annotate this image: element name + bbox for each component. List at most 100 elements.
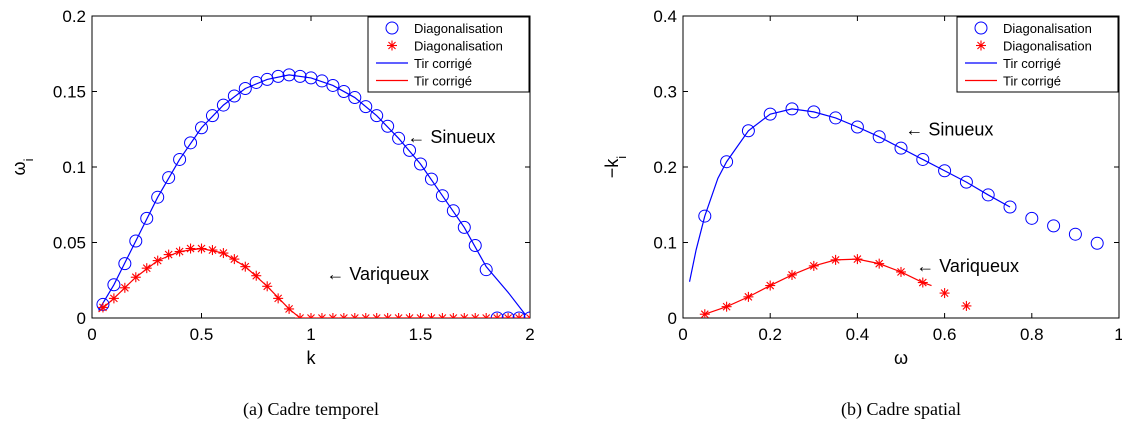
star-marker (492, 313, 503, 318)
y-tick-label: 0.1 (62, 158, 86, 177)
legend-label: Tir corrigé (1003, 56, 1061, 71)
star-marker (437, 313, 448, 318)
star-marker (917, 277, 928, 288)
legend-box (956, 16, 1119, 93)
star-marker (295, 313, 306, 318)
annotation-label: ← Sinueux (905, 119, 993, 139)
y-tick-label: 0.05 (53, 234, 86, 253)
circle-marker (227, 89, 241, 103)
circle-marker (195, 121, 208, 135)
star-marker (130, 272, 141, 283)
circle-marker (381, 119, 395, 133)
circle-marker (173, 152, 187, 166)
star-marker (765, 280, 776, 291)
circle-marker (1003, 200, 1017, 214)
star-marker (896, 266, 906, 277)
circle-marker (894, 141, 908, 155)
x-tick-label: 0.6 (933, 325, 957, 344)
svg-text:−ki: −ki (602, 156, 629, 179)
star-marker (743, 291, 754, 302)
y-tick-label: 0.3 (653, 83, 677, 102)
circle-marker (205, 109, 219, 123)
star-marker (163, 249, 174, 260)
star-marker (699, 309, 710, 318)
star-marker (327, 313, 338, 318)
circle-marker (337, 85, 351, 98)
star-marker (470, 313, 481, 318)
circle-marker (479, 263, 493, 277)
legend-label: Diagonalisation (414, 21, 503, 36)
x-tick-label: 0.2 (758, 325, 782, 344)
y-tick-label: 0.1 (653, 234, 677, 253)
y-axis-label: ωi (9, 158, 36, 175)
annotation-label: ← Sinueux (407, 127, 495, 147)
circle-marker (1025, 211, 1039, 225)
x-tick-label: 0 (87, 325, 96, 344)
x-tick-label: 1 (1114, 325, 1122, 344)
circle-marker (457, 220, 471, 234)
circle-marker (216, 98, 230, 112)
series-layer (688, 102, 1104, 318)
star-marker (448, 313, 459, 318)
circle-marker (850, 120, 864, 134)
star-marker (262, 281, 273, 292)
legend-label: Tir corrigé (414, 74, 472, 89)
star-marker (119, 282, 130, 293)
legend-circle-symbol (974, 21, 988, 35)
y-axis-label-main: ω (9, 161, 29, 175)
annotation-label: ← Variqueux (326, 264, 429, 284)
circle-marker (140, 211, 154, 225)
legend-label: Tir corrigé (414, 56, 472, 71)
circle-marker (1090, 236, 1104, 250)
legend: Diagonalisation Diagonalisation Tir corrig… (956, 16, 1119, 93)
star-marker (874, 258, 885, 269)
y-tick-label: 0 (668, 309, 677, 328)
chart-temporal: 0 0.5 1 1.5 2 0 0.05 0.1 0.15 0.2 k ωi ← Sinueux ← Va… (9, 7, 535, 420)
series-line (98, 74, 527, 316)
circle-marker (348, 91, 362, 105)
legend-star-symbol (387, 40, 397, 51)
star-marker (525, 313, 530, 318)
figure-caption: (a) Cadre temporel (243, 399, 379, 420)
star-marker (349, 313, 360, 318)
circle-marker (501, 311, 515, 318)
star-marker (787, 269, 797, 280)
star-marker (481, 313, 492, 318)
star-marker (721, 301, 732, 312)
y-tick-label: 0 (77, 309, 86, 328)
star-marker (141, 263, 152, 274)
circle-marker (1047, 219, 1061, 233)
star-marker (240, 261, 251, 272)
legend-star-symbol (976, 40, 986, 51)
circle-marker (359, 100, 373, 114)
circle-marker (720, 155, 734, 169)
circle-marker (238, 81, 252, 95)
circle-marker (698, 209, 712, 223)
circle-marker (981, 188, 995, 202)
star-marker (196, 243, 207, 254)
star-marker (218, 248, 229, 259)
legend: Diagonalisation Diagonalisation Tir corrig… (367, 16, 530, 93)
circle-marker (512, 311, 526, 318)
x-tick-label: 0.8 (1020, 325, 1044, 344)
y-axis-label: −ki (602, 156, 629, 179)
y-axis-label-sub: i (21, 158, 36, 161)
circle-marker (424, 172, 438, 186)
star-marker (338, 313, 349, 318)
circle-marker (118, 257, 132, 271)
circle-marker (129, 234, 143, 248)
circle-marker (807, 105, 821, 119)
figure-caption: (b) Cadre spatial (841, 399, 961, 420)
x-axis-label: k (307, 348, 317, 368)
star-marker (830, 254, 841, 265)
star-marker (229, 254, 240, 265)
circle-marker (162, 171, 176, 185)
legend-circle-symbol (385, 21, 399, 35)
y-tick-label: 0.4 (653, 7, 677, 26)
circle-marker (151, 190, 165, 204)
star-marker (174, 246, 185, 257)
circle-marker (282, 68, 296, 82)
legend-label: Diagonalisation (414, 39, 503, 54)
circle-marker (938, 164, 952, 178)
